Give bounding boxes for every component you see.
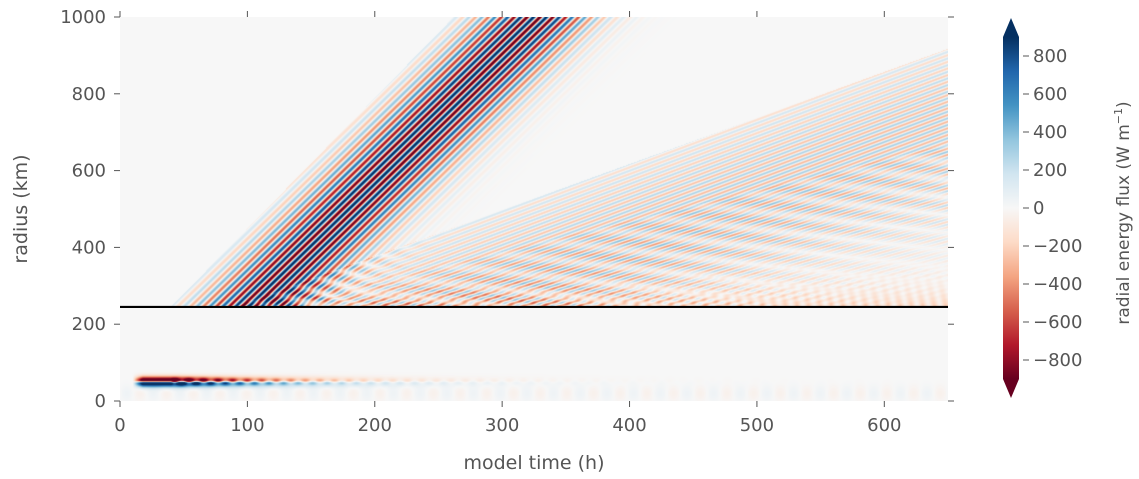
- colorbar-gradient: [1003, 37, 1019, 379]
- colorbar-ticks: 800 600 400 200 0 −200 −400 −600 −800: [1023, 46, 1082, 371]
- x-tick-label: 200: [358, 415, 392, 436]
- colorbar-tick-label: −600: [1033, 312, 1082, 333]
- y-tick-label: 200: [72, 314, 106, 335]
- colorbar-tick-label: 800: [1033, 46, 1067, 67]
- colorbar-label: radial energy flux (W m−1): [1112, 101, 1134, 324]
- colorbar-label-main: radial energy flux (W m: [1114, 124, 1134, 324]
- x-axis: 0 100 200 300 400 500 600: [114, 11, 901, 436]
- y-axis-label: radius (km): [10, 154, 32, 263]
- plot-area: [120, 17, 948, 401]
- colorbar-tick-label: −400: [1033, 274, 1082, 295]
- colorbar-tick-label: 600: [1033, 84, 1067, 105]
- x-tick-label: 300: [485, 415, 519, 436]
- colorbar-tick-label: −200: [1033, 236, 1082, 257]
- y-tick-label: 400: [72, 237, 106, 258]
- colorbar-extend-max: [1003, 18, 1019, 37]
- x-tick-label: 100: [230, 415, 264, 436]
- colorbar-tick-label: 400: [1033, 122, 1067, 143]
- x-axis-label: model time (h): [463, 452, 604, 474]
- y-tick-label: 800: [72, 84, 106, 105]
- colorbar-label-close: ): [1114, 101, 1134, 108]
- x-tick-label: 400: [612, 415, 646, 436]
- y-tick-label: 1000: [60, 7, 106, 28]
- y-tick-label: 600: [72, 161, 106, 182]
- colorbar-label-exponent: −1: [1112, 108, 1125, 124]
- y-axis: 0 200 400 600 800 1000: [60, 7, 954, 412]
- colorbar: 800 600 400 200 0 −200 −400 −600 −800 radial ene…: [1003, 18, 1134, 398]
- colorbar-tick-label: 200: [1033, 160, 1067, 181]
- x-tick-label: 500: [740, 415, 774, 436]
- colorbar-tick-label: −800: [1033, 350, 1082, 371]
- x-tick-label: 0: [114, 415, 125, 436]
- y-tick-label: 0: [95, 391, 106, 412]
- colorbar-extend-min: [1003, 379, 1019, 398]
- colorbar-tick-label: 0: [1033, 198, 1044, 219]
- x-tick-label: 600: [867, 415, 901, 436]
